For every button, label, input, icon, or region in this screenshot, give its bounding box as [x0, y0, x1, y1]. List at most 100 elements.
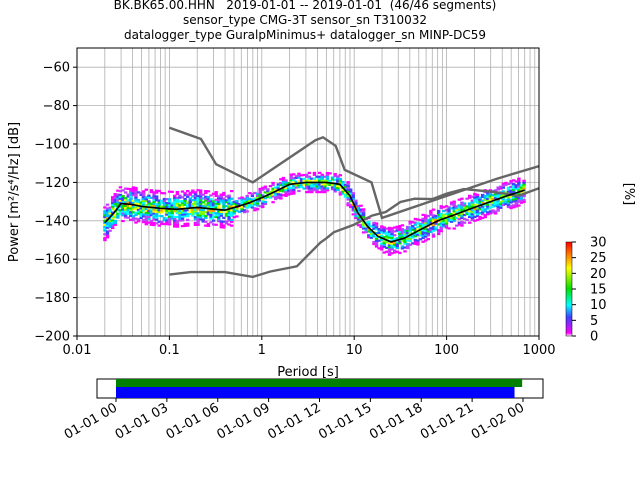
heatmap-cell — [147, 194, 151, 197]
heatmap-cell — [449, 201, 454, 204]
heatmap-cell — [493, 204, 498, 207]
heatmap-cell — [222, 205, 226, 208]
heatmap-cell — [154, 214, 159, 217]
heatmap-cell — [493, 189, 498, 192]
heatmap-cell — [312, 179, 317, 182]
heatmap-cell — [129, 199, 133, 202]
heatmap-cell — [436, 230, 441, 234]
heatmap-cell — [297, 176, 301, 179]
heatmap-cell — [457, 213, 462, 217]
heatmap-cell — [144, 203, 149, 207]
heatmap-cell — [351, 195, 355, 199]
heatmap-cell — [426, 218, 431, 222]
heatmap-cell — [488, 206, 493, 209]
heatmap-cell — [452, 227, 456, 230]
heatmap-cell — [227, 223, 231, 226]
heatmap-cell — [196, 204, 200, 207]
heatmap-cell — [139, 211, 143, 214]
heatmap-cell — [424, 216, 428, 219]
heatmap-cell — [206, 209, 211, 212]
heatmap-cell — [348, 194, 353, 197]
heatmap-cell — [263, 200, 268, 204]
heatmap-cell — [219, 210, 224, 213]
heatmap-cell — [390, 252, 394, 255]
heatmap-cell — [496, 207, 500, 210]
heatmap-cell — [253, 191, 257, 195]
heatmap-cell — [299, 185, 304, 188]
heatmap-cell — [170, 206, 174, 209]
heatmap-cell — [302, 183, 306, 186]
heatmap-cell — [320, 175, 324, 178]
heatmap-cell — [499, 187, 503, 190]
heatmap-cell — [232, 210, 236, 213]
heatmap-cell — [271, 183, 275, 187]
heatmap-cell — [408, 239, 412, 243]
heatmap-cell — [465, 211, 469, 214]
heatmap-cell — [219, 226, 224, 229]
heatmap-cell — [209, 203, 213, 207]
heatmap-cell — [222, 207, 226, 210]
heatmap-cell — [134, 186, 138, 190]
heatmap-cell — [403, 250, 407, 253]
heatmap-cell — [214, 202, 218, 205]
heatmap-cell — [364, 231, 368, 234]
heatmap-cell — [157, 189, 161, 193]
heatmap-cell — [336, 177, 340, 180]
heatmap-cell — [405, 227, 410, 230]
heatmap-cell — [103, 215, 107, 219]
heatmap-cell — [351, 197, 355, 201]
heatmap-cell — [209, 202, 213, 205]
heatmap-cell — [356, 206, 361, 210]
heatmap-cell — [400, 247, 405, 250]
heatmap-cell — [204, 216, 208, 220]
heatmap-cell — [439, 216, 443, 219]
heatmap-cell — [198, 195, 203, 198]
heatmap-cell — [493, 193, 498, 196]
heatmap-cell — [271, 193, 275, 196]
heatmap-cell — [144, 188, 149, 191]
heatmap-cell — [380, 238, 384, 241]
heatmap-cell — [240, 206, 244, 209]
heatmap-cell — [165, 201, 169, 205]
heatmap-cell — [374, 237, 379, 240]
heatmap-cell — [305, 187, 309, 190]
heatmap-cell — [431, 223, 436, 227]
y-tick-label: −120 — [34, 176, 70, 191]
heatmap-cell — [183, 224, 187, 227]
heatmap-cell — [506, 190, 511, 193]
heatmap-cell — [522, 183, 526, 186]
heatmap-cell — [361, 225, 366, 228]
heatmap-cell — [248, 205, 252, 208]
heatmap-cell — [416, 226, 420, 229]
heatmap-cell — [198, 197, 203, 200]
low-noise-model-line — [169, 187, 539, 279]
heatmap-cell — [134, 211, 138, 215]
heatmap-cell — [374, 235, 379, 239]
psd-coverage-bar — [116, 387, 515, 398]
heatmap-cell — [110, 222, 115, 226]
heatmap-cell — [328, 183, 332, 187]
heatmap-cell — [219, 199, 224, 202]
heatmap-cell — [284, 187, 288, 190]
heatmap-cell — [131, 194, 136, 197]
heatmap-cell — [356, 224, 361, 227]
heatmap-cell — [188, 203, 192, 206]
heatmap-cell — [219, 224, 224, 227]
heatmap-cell — [491, 203, 495, 206]
heatmap-cell — [224, 214, 229, 217]
heatmap-cell — [196, 214, 200, 217]
heatmap-cell — [346, 190, 350, 193]
heatmap-cell — [103, 212, 107, 215]
heatmap-cell — [444, 218, 449, 221]
heatmap-cell — [116, 189, 120, 192]
heatmap-cell — [372, 242, 376, 246]
heatmap-cell — [315, 187, 319, 190]
heatmap-cell — [103, 227, 107, 230]
heatmap-cell — [196, 202, 200, 205]
y-tick-label: −100 — [34, 138, 70, 153]
heatmap-cell — [162, 199, 167, 203]
heatmap-cell — [519, 188, 524, 191]
heatmap-cell — [424, 233, 428, 236]
heatmap-cell — [217, 206, 221, 209]
